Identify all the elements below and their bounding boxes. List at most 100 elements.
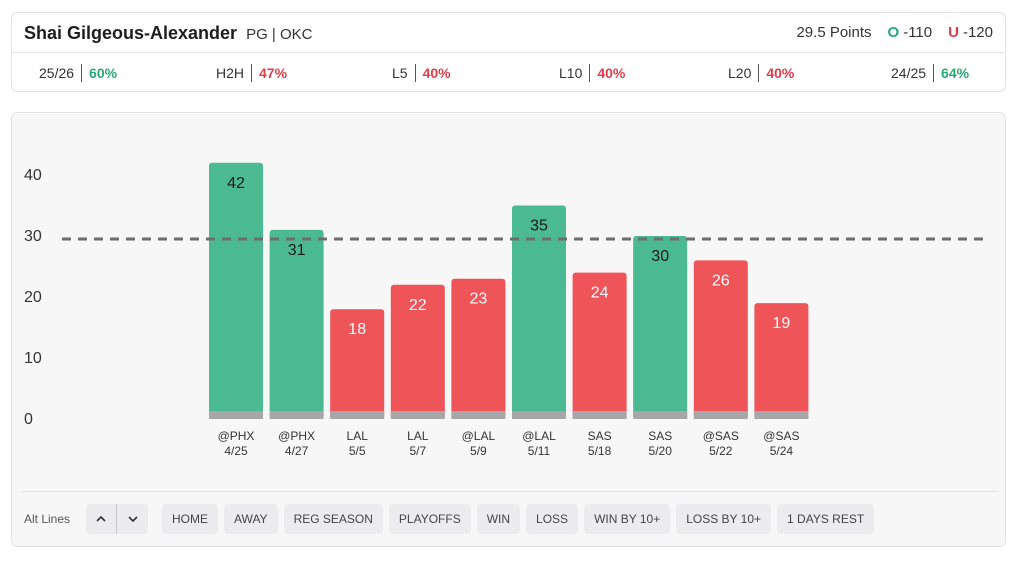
bar-base (633, 411, 688, 419)
stat-label: H2H (216, 64, 253, 82)
bar[interactable] (572, 272, 627, 419)
bar[interactable] (390, 284, 445, 419)
stat-value: 47% (259, 65, 288, 81)
filter-away[interactable]: AWAY (224, 504, 278, 534)
alt-line-down-button[interactable] (117, 504, 148, 534)
stat-season[interactable]: 25/26 60% (39, 64, 117, 82)
prop-line-info: 29.5 Points O -110 U -120 (796, 24, 993, 41)
bar-base (572, 411, 627, 419)
stat-label: 24/25 (891, 64, 935, 82)
alt-lines-label: Alt Lines (24, 512, 71, 526)
over-odds[interactable]: -110 (903, 24, 933, 41)
bar-base (269, 411, 324, 419)
x-tick-date: 5/5 (349, 444, 366, 458)
under-odds[interactable]: -120 (962, 24, 993, 41)
bar[interactable] (633, 236, 688, 419)
bar-value-label: 35 (530, 218, 548, 235)
y-tick-label: 20 (24, 289, 42, 306)
player-position-team: PG | OKC (246, 26, 313, 43)
bar[interactable] (330, 309, 385, 419)
header-top-row: Shai Gilgeous-Alexander PG | OKC 29.5 Po… (12, 13, 1005, 53)
filter-loss[interactable]: LOSS (526, 504, 579, 534)
player-name: Shai Gilgeous-Alexander (24, 23, 238, 43)
bar[interactable] (451, 278, 506, 419)
bar-value-label: 26 (712, 272, 730, 289)
alt-line-up-button[interactable] (86, 504, 117, 534)
stat-value: 60% (89, 65, 118, 81)
stat-value: 64% (941, 65, 970, 81)
stat-label: L10 (559, 64, 591, 82)
y-tick-label: 30 (24, 228, 42, 245)
bar-value-label: 19 (773, 315, 791, 332)
x-tick-date: 5/18 (588, 444, 612, 458)
alt-lines-stepper (86, 504, 148, 534)
prop-line-points: 29.5 Points (796, 24, 872, 41)
stat-last-season[interactable]: 24/25 64% (891, 64, 969, 82)
x-tick-date: 5/11 (528, 444, 551, 458)
game-log-chart-card: 0 10 20 30 40 42 @PHX 4/25 31 @PHX 4/27 18 LAL 5/5 22 L… (11, 112, 1006, 547)
player-title: Shai Gilgeous-Alexander PG | OKC (24, 23, 313, 44)
bar-value-label: 42 (227, 175, 245, 192)
bar-base (209, 411, 263, 419)
x-tick-opponent: @PHX (278, 429, 315, 443)
stat-value: 40% (597, 65, 626, 81)
x-tick-date: 5/20 (649, 444, 673, 458)
x-tick-opponent: @SAS (703, 429, 739, 443)
bar-base (451, 411, 506, 419)
bar[interactable] (269, 229, 324, 419)
x-tick-date: 5/24 (770, 444, 794, 458)
bar-value-label: 22 (409, 297, 427, 314)
filter-playoffs[interactable]: PLAYOFFS (388, 504, 471, 534)
stat-l5[interactable]: L5 40% (392, 64, 451, 82)
bar-value-label: 23 (470, 291, 488, 308)
filter-loss-by-10[interactable]: LOSS BY 10+ (676, 504, 772, 534)
stat-h2h[interactable]: H2H 47% (216, 64, 287, 82)
x-tick-opponent: SAS (648, 429, 672, 443)
x-tick-opponent: LAL (407, 429, 429, 443)
x-tick-opponent: LAL (347, 429, 369, 443)
chevron-down-icon (127, 516, 138, 523)
bar-value-label: 24 (591, 285, 609, 302)
chart-filter-bar: Alt Lines HOME AWAY REG SEASON PLAYOFFS … (22, 491, 997, 534)
stat-l10[interactable]: L10 40% (559, 64, 625, 82)
hit-rate-row: 25/26 60% H2H 47% L5 40% L10 40% L20 40%… (12, 54, 1005, 92)
y-tick-label: 40 (24, 167, 42, 184)
over-indicator: O (887, 24, 900, 41)
x-tick-opponent: @LAL (462, 429, 496, 443)
x-tick-opponent: @LAL (522, 429, 556, 443)
bar-base (330, 411, 385, 419)
bar-base (693, 411, 748, 419)
bar-value-label: 30 (651, 248, 669, 265)
x-tick-date: 5/22 (709, 444, 733, 458)
chevron-up-icon (96, 515, 106, 522)
bar[interactable] (693, 260, 748, 419)
filter-reg-season[interactable]: REG SEASON (283, 504, 383, 534)
filter-win-by-10[interactable]: WIN BY 10+ (584, 504, 671, 534)
x-tick-opponent: @SAS (763, 429, 799, 443)
bar-base (512, 411, 566, 419)
filter-chip-group: HOME AWAY REG SEASON PLAYOFFS WIN LOSS W… (162, 504, 875, 534)
bar[interactable] (512, 205, 566, 420)
stat-label: L5 (392, 64, 416, 82)
bar-value-label: 18 (348, 321, 366, 338)
bar-base (390, 411, 445, 419)
stat-value: 40% (422, 65, 451, 81)
stat-label: L20 (728, 64, 760, 82)
bar[interactable] (754, 303, 809, 419)
x-tick-date: 5/9 (470, 444, 487, 458)
bar-base (754, 411, 809, 419)
filter-rest-days[interactable]: 1 DAYS REST (777, 504, 875, 534)
stat-label: 25/26 (39, 64, 83, 82)
under-indicator: U (948, 24, 959, 41)
stat-l20[interactable]: L20 40% (728, 64, 794, 82)
stat-value: 40% (766, 65, 795, 81)
y-tick-label: 0 (24, 411, 33, 428)
filter-home[interactable]: HOME (162, 504, 218, 534)
x-tick-date: 4/27 (285, 444, 309, 458)
bar[interactable] (209, 162, 263, 420)
x-tick-opponent: SAS (588, 429, 612, 443)
x-tick-date: 4/25 (224, 444, 248, 458)
x-tick-opponent: @PHX (218, 429, 255, 443)
player-header-card: Shai Gilgeous-Alexander PG | OKC 29.5 Po… (11, 12, 1006, 92)
filter-win[interactable]: WIN (476, 504, 521, 534)
